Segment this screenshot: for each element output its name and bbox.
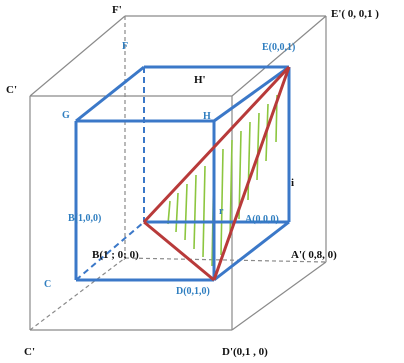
outer-cube	[29, 15, 327, 331]
red-triangle	[142, 65, 291, 282]
inner-top-left-connector	[75, 65, 145, 123]
label-A: A(0,0,0)	[245, 214, 279, 225]
label-A-prime: A'( 0,8, 0)	[291, 249, 337, 261]
triangle-edge-BD	[143, 220, 215, 282]
triangle-edge-ED	[212, 66, 291, 281]
outer-back-bottom-edge	[124, 257, 327, 263]
inner-bottom-left-connector	[75, 221, 145, 281]
triangle-edge-BE	[142, 65, 291, 224]
label-G: G	[62, 110, 70, 121]
label-E: E(0,0,1)	[262, 42, 295, 53]
outer-bottom-left-connector	[29, 257, 126, 331]
inner-top-right-connector	[213, 65, 290, 123]
inner-bottom-right-connector	[213, 220, 290, 282]
label-i-mark: i	[291, 177, 294, 189]
outer-top-left-connector	[29, 15, 126, 97]
inner-cube	[74, 65, 291, 282]
label-D: D(0,1,0)	[176, 286, 210, 297]
outer-top-right-connector	[231, 15, 327, 97]
label-D-prime: D'(0,1 , 0)	[222, 346, 268, 358]
label-F: F	[122, 41, 128, 52]
label-E-prime: E'( 0, 0,1 )	[331, 8, 379, 20]
label-r-mark: r	[219, 206, 224, 217]
label-H-prime: H'	[194, 74, 206, 86]
label-C: C	[44, 279, 51, 290]
label-C-prime-lower: C'	[24, 346, 35, 358]
label-F-prime: F'	[112, 4, 122, 16]
label-B: B(1,0,0)	[68, 213, 101, 224]
label-H: H	[203, 111, 211, 122]
outer-bottom-right-connector	[231, 261, 327, 331]
label-B-prime: B(1 ; 0; 0)	[92, 249, 139, 261]
label-C-prime-upper: C'	[6, 84, 17, 96]
